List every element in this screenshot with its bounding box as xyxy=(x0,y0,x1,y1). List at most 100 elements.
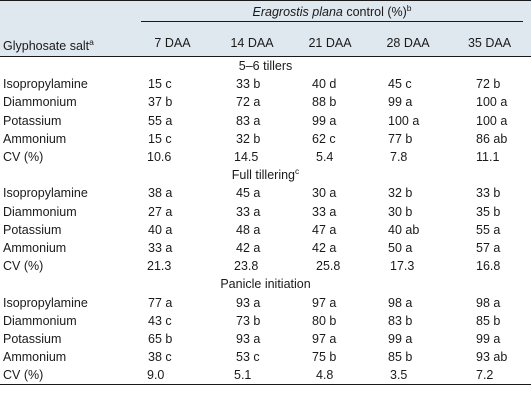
table-cell: 33 b xyxy=(236,77,261,92)
table-cell: 15 c xyxy=(148,131,172,146)
table-cell: 99 a xyxy=(312,113,337,128)
table-cell: 33 b xyxy=(476,186,501,201)
table-row: CV (%) 9.0 5.1 4.8 3.5 7.2 xyxy=(0,366,531,386)
row-label: Ammonium xyxy=(3,350,67,365)
row-label: Ammonium xyxy=(3,131,67,146)
table-row: Isopropylamine 38 a 45 a 30 a 32 b 33 b xyxy=(0,184,531,202)
table-cell: 32 b xyxy=(236,131,261,146)
table-cell: 50 a xyxy=(388,240,413,255)
table-cell: 33 a xyxy=(148,240,173,255)
table-cell: 40 d xyxy=(312,77,337,92)
table-cell: 53 c xyxy=(236,350,260,365)
table-cell: 83 b xyxy=(388,313,413,328)
table-cell: 97 a xyxy=(312,331,337,346)
table-cell: 5.4 xyxy=(316,150,334,165)
table-cell: 43 c xyxy=(148,313,172,328)
table-row: Potassium 65 b 93 a 97 a 99 a 99 a xyxy=(0,330,531,348)
table-row: Potassium 55 a 83 a 99 a 100 a 100 a xyxy=(0,112,531,130)
row-label: Diammonium xyxy=(3,95,77,110)
header-corner-top xyxy=(0,0,133,29)
section-title-text: 5–6 tillers xyxy=(238,59,293,74)
table-cell: 80 b xyxy=(312,313,337,328)
table-row: Diammonium 27 a 33 a 33 a 30 b 35 b xyxy=(0,203,531,221)
table-cell: 83 a xyxy=(236,113,261,128)
table-row: Diammonium 37 b 72 a 88 b 99 a 100 a xyxy=(0,93,531,111)
table-row: Ammonium 15 c 32 b 62 c 77 b 86 ab xyxy=(0,130,531,148)
table-cell: 100 a xyxy=(388,113,420,128)
row-label: Diammonium xyxy=(3,204,77,219)
column-header: 28 DAA xyxy=(368,29,448,57)
table-cell: 65 b xyxy=(148,331,173,346)
section-title-text: Full tillering xyxy=(231,168,295,183)
table-cell: 4.8 xyxy=(292,366,368,386)
table-row: CV (%) 10.6 14.5 5.4 7.8 11.1 xyxy=(0,148,531,166)
table-cell: 23.8 xyxy=(234,259,259,274)
table-cell: 57 a xyxy=(476,240,501,255)
column-header: 7 DAA xyxy=(133,29,212,57)
table-row: Diammonium 43 c 73 b 80 b 83 b 85 b xyxy=(0,312,531,330)
table-cell: 16.8 xyxy=(476,259,501,274)
control-table: Eragrostis plana control (%)b Glyphosate… xyxy=(0,0,531,386)
row-label: Isopropylamine xyxy=(3,295,88,310)
table-cell: 40 ab xyxy=(388,222,420,237)
table-cell: 42 a xyxy=(312,240,337,255)
table-row: Isopropylamine 77 a 93 a 97 a 98 a 98 a xyxy=(0,293,531,311)
spanning-header-footnote: b xyxy=(406,3,412,13)
table-cell: 93 a xyxy=(236,331,261,346)
table-cell: 32 b xyxy=(388,186,413,201)
table-cell: 10.6 xyxy=(147,150,172,165)
table-row: Potassium 40 a 48 a 47 a 40 ab 55 a xyxy=(0,221,531,239)
section-title-footnote: c xyxy=(295,166,300,177)
table-cell: 45 a xyxy=(236,186,261,201)
section-header-row: Full tilleringc xyxy=(0,166,531,184)
table-cell: 88 b xyxy=(312,95,337,110)
table-cell: 72 a xyxy=(236,95,261,110)
row-label: Potassium xyxy=(3,331,62,346)
table-row: Ammonium 33 a 42 a 42 a 50 a 57 a xyxy=(0,239,531,257)
table-cell: 85 b xyxy=(388,350,413,365)
table-cell: 25.8 xyxy=(316,259,341,274)
table-cell: 9.0 xyxy=(133,366,212,386)
table-cell: 73 b xyxy=(236,313,261,328)
table-cell: 99 a xyxy=(476,331,501,346)
table-cell: 35 b xyxy=(476,204,501,219)
table-cell: 85 b xyxy=(476,313,501,328)
column-header: 21 DAA xyxy=(292,29,368,57)
table-row: Ammonium 38 c 53 c 75 b 85 b 93 ab xyxy=(0,348,531,366)
table-cell: 33 a xyxy=(312,204,337,219)
row-label-footnote: a xyxy=(89,37,94,47)
row-label: Ammonium xyxy=(3,240,67,255)
row-label: Isopropylamine xyxy=(3,77,88,92)
row-label: Potassium xyxy=(3,222,62,237)
row-label: Isopropylamine xyxy=(3,186,88,201)
table-cell: 3.5 xyxy=(368,366,448,386)
table-cell: 17.3 xyxy=(390,259,415,274)
section-title: Panicle initiation xyxy=(0,275,531,293)
table-cell: 97 a xyxy=(312,295,337,310)
table-cell: 45 c xyxy=(388,77,412,92)
spanning-header-species: Eragrostis plana xyxy=(252,5,343,19)
row-label: CV (%) xyxy=(3,150,44,165)
table-header: Eragrostis plana control (%)b Glyphosate… xyxy=(0,0,531,57)
table-cell: 21.3 xyxy=(147,259,172,274)
table-cell: 48 a xyxy=(236,222,261,237)
table-cell: 86 ab xyxy=(476,131,508,146)
table-cell: 98 a xyxy=(476,295,501,310)
column-header: 14 DAA xyxy=(212,29,292,57)
section-title: Full tilleringc xyxy=(0,166,531,184)
spanning-header: Eragrostis plana control (%)b xyxy=(133,0,531,29)
row-label: Diammonium xyxy=(3,313,77,328)
table-cell: 5.1 xyxy=(212,366,292,386)
table-row: Isopropylamine 15 c 33 b 40 d 45 c 72 b xyxy=(0,75,531,93)
table-cell: 98 a xyxy=(388,295,413,310)
column-header: 35 DAA xyxy=(448,29,531,57)
row-label: Potassium xyxy=(3,113,62,128)
table-body: 5–6 tillers Isopropylamine 15 c 33 b 40 d 45 … xyxy=(0,57,531,386)
table-cell: 40 a xyxy=(148,222,173,237)
table-cell: 30 b xyxy=(388,204,413,219)
table-cell: 30 a xyxy=(312,186,337,201)
table-cell: 15 c xyxy=(148,77,172,92)
section-header-row: Panicle initiation xyxy=(0,275,531,293)
row-label: CV (%) xyxy=(3,259,44,274)
